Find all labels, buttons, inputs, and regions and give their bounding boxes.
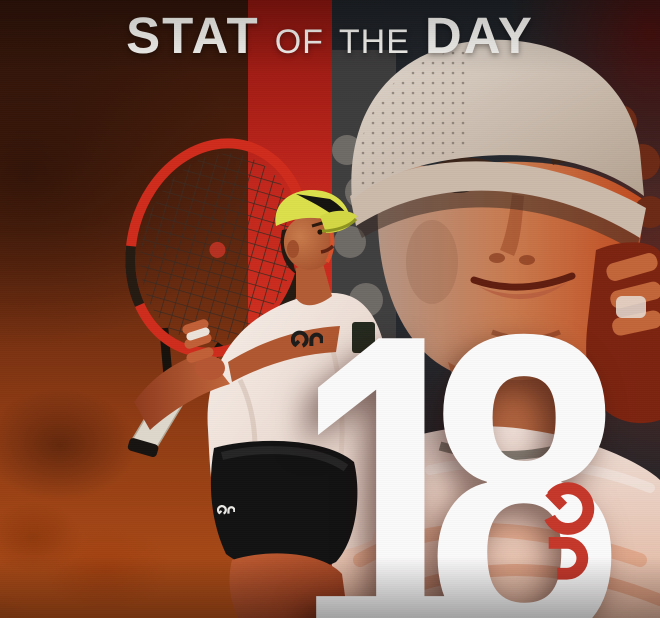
eye-glint (460, 182, 464, 186)
gripping-hands (182, 319, 225, 380)
on-logo-big-icon (538, 478, 598, 582)
yellow-cap (275, 190, 349, 227)
eyebrow (311, 219, 330, 228)
racquet-throat (186, 342, 226, 393)
on-logo-shorts-icon (217, 504, 235, 516)
right-eye (442, 179, 474, 193)
cap-brim (350, 161, 646, 238)
cap-brim-shadow (356, 188, 640, 252)
forearm (134, 352, 230, 430)
racquet-strings (140, 153, 296, 343)
eye (317, 229, 323, 235)
right-eyebrow (430, 157, 491, 173)
left-clay-court-background (0, 0, 332, 618)
racquet-butt-cap (127, 438, 159, 458)
finger-tape (616, 296, 646, 318)
left-eye (555, 179, 585, 193)
finger-tape (186, 327, 210, 341)
racquet-strings-logo (209, 241, 226, 258)
brim-shade (321, 217, 358, 233)
shirt-fold (237, 378, 258, 511)
left-eyebrow (551, 155, 608, 169)
stat-number: 18 (294, 244, 622, 618)
headline: STAT OF THE DAY (0, 6, 660, 65)
cap-black-panel (296, 194, 349, 218)
headline-word-the: THE (338, 23, 410, 61)
headline-word-stat: STAT (126, 7, 260, 64)
racquet-throat (159, 327, 174, 385)
racquet-handle (130, 380, 194, 456)
cap-brim-yellow (320, 210, 357, 233)
tennis-racquet (125, 138, 311, 458)
cap-perforations (355, 48, 470, 196)
headline-word-day: DAY (424, 7, 534, 64)
headline-word-of: OF (274, 23, 324, 61)
curly-hair-right (603, 105, 660, 314)
clenched-fist (586, 242, 660, 424)
